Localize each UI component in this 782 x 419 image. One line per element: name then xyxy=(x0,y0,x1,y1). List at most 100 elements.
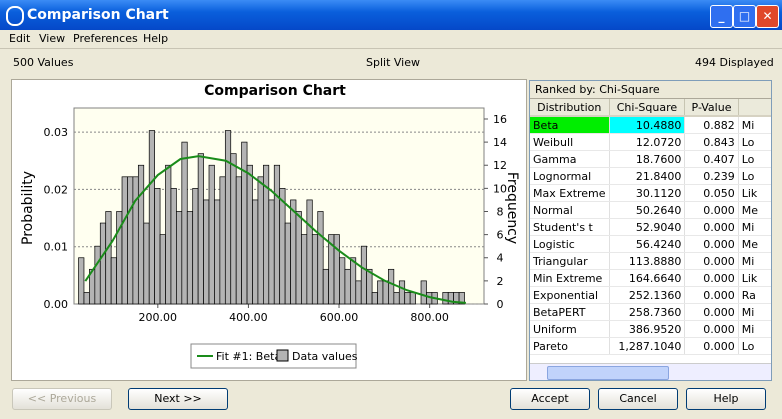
legend-label: Fit #1: Beta xyxy=(216,350,281,363)
bar xyxy=(252,199,259,305)
table-row[interactable]: Min Extreme 164.6640 0.000 Lik xyxy=(530,269,771,287)
chi-square-cell: 10.4880 xyxy=(608,116,685,134)
distribution-cell: Weibull xyxy=(530,133,610,151)
table-row[interactable]: Normal 50.2640 0.000 Me xyxy=(530,201,771,219)
distribution-cell: Logistic xyxy=(530,235,610,253)
legend xyxy=(190,343,357,369)
y2-tick-label: 2 xyxy=(497,275,504,288)
bar xyxy=(257,176,264,305)
table-row[interactable]: Weibull 12.0720 0.843 Lo xyxy=(530,133,771,151)
p-value-cell: 0.407 xyxy=(684,150,739,168)
column-header[interactable]: Chi-Square xyxy=(609,99,686,117)
parameters-cell: Lik xyxy=(737,269,771,287)
close-button[interactable]: ✕ xyxy=(756,5,779,28)
chi-square-cell: 164.6640 xyxy=(608,269,685,287)
bar xyxy=(339,257,346,305)
x-tick-label: 200.00 xyxy=(139,311,178,324)
column-header[interactable]: Distribution xyxy=(530,99,610,117)
p-value-cell: 0.050 xyxy=(684,184,739,202)
bar xyxy=(154,188,161,305)
bar xyxy=(393,292,400,305)
table-row[interactable]: Beta 10.4880 0.882 Mi xyxy=(530,116,771,134)
chi-square-cell: 18.7600 xyxy=(608,150,685,168)
bar xyxy=(350,257,357,305)
scroll-thumb[interactable] xyxy=(547,366,669,380)
parameters-cell: Lo xyxy=(737,150,771,168)
bar xyxy=(398,280,406,305)
table-row[interactable]: Exponential 252.1360 0.000 Ra xyxy=(530,286,771,304)
table-row[interactable]: Gamma 18.7600 0.407 Lo xyxy=(530,150,771,168)
chi-square-cell: 386.9520 xyxy=(608,320,685,338)
bar xyxy=(355,280,362,305)
parameters-cell: Mi xyxy=(737,116,771,134)
horizontal-scrollbar[interactable] xyxy=(530,363,771,380)
p-value-cell: 0.000 xyxy=(684,218,739,236)
p-value-cell: 0.000 xyxy=(684,303,739,321)
parameters-cell: Mi xyxy=(737,320,771,338)
p-value-cell: 0.000 xyxy=(684,269,739,287)
menu-item[interactable]: Preferences xyxy=(73,32,138,45)
distribution-cell: Pareto xyxy=(530,337,610,355)
bar xyxy=(420,280,427,305)
bar xyxy=(224,130,232,305)
bar xyxy=(105,211,112,305)
bar xyxy=(121,176,128,305)
p-value-cell: 0.000 xyxy=(684,252,739,270)
next-button[interactable]: Next >> xyxy=(128,388,228,410)
chi-square-cell: 1,287.1040 xyxy=(608,337,685,355)
table-row[interactable]: Max Extreme 30.1120 0.050 Lik xyxy=(530,184,771,202)
bar xyxy=(186,211,194,305)
bar xyxy=(148,130,155,305)
bar xyxy=(159,234,166,305)
menu-item[interactable]: Edit xyxy=(9,32,31,45)
x-tick-label: 800.00 xyxy=(410,311,449,324)
bar xyxy=(181,141,188,305)
legend-label: Data values xyxy=(292,350,358,363)
chart-panel: Comparison Chart Probability Frequency 0.00… xyxy=(11,79,527,381)
chart: Comparison Chart Probability Frequency 0.00… xyxy=(20,83,520,369)
cancel-button[interactable]: Cancel xyxy=(598,388,678,410)
bar xyxy=(192,188,199,305)
ranking-table: Distribution Chi-Square P-Value Beta 10.4880… xyxy=(530,99,771,355)
distribution-cell: Max Extreme xyxy=(530,184,610,202)
minimize-button[interactable]: _ xyxy=(710,5,733,28)
p-value-cell: 0.000 xyxy=(684,320,739,338)
accept-button[interactable]: Accept xyxy=(510,388,590,410)
bar xyxy=(176,211,183,305)
table-row[interactable]: Lognormal 21.8400 0.239 Lo xyxy=(530,167,771,185)
table-row[interactable]: Triangular 113.8880 0.000 Mi xyxy=(530,252,771,270)
y-tick-label: 0.03 xyxy=(44,126,69,139)
menu-item[interactable]: Help xyxy=(143,32,169,45)
bar xyxy=(110,257,117,305)
chi-square-cell: 113.8880 xyxy=(608,252,685,270)
y2-tick-label: 14 xyxy=(493,136,507,149)
separator xyxy=(0,48,782,49)
table-row[interactable]: Uniform 386.9520 0.000 Mi xyxy=(530,320,771,338)
maximize-button[interactable]: □ xyxy=(733,5,756,28)
p-value-cell: 0.000 xyxy=(684,201,739,219)
bar xyxy=(83,292,90,305)
bar xyxy=(311,234,319,305)
table-row[interactable]: Student's t 52.9040 0.000 Mi xyxy=(530,218,771,236)
y2-tick-label: 16 xyxy=(493,113,507,126)
bar xyxy=(268,199,275,305)
column-header[interactable] xyxy=(738,99,771,117)
column-header[interactable]: P-Value xyxy=(684,99,739,117)
menu-item[interactable]: View xyxy=(39,32,66,45)
table-row[interactable]: Logistic 56.4240 0.000 Me xyxy=(530,235,771,253)
parameters-cell: Mi xyxy=(737,252,771,270)
table-row[interactable]: Pareto 1,287.1040 0.000 Lo xyxy=(530,337,771,355)
status-center: Split View xyxy=(366,56,420,69)
bar xyxy=(388,268,395,305)
y2-tick-label: 8 xyxy=(497,205,504,218)
legend-swatch xyxy=(276,349,289,362)
bar xyxy=(203,199,210,305)
help-button[interactable]: Help xyxy=(686,388,766,410)
y2-tick-label: 12 xyxy=(493,159,507,172)
chi-square-cell: 56.4240 xyxy=(608,235,685,253)
table-row[interactable]: BetaPERT 258.7360 0.000 Mi xyxy=(530,303,771,321)
header-row: Distribution Chi-Square P-Value xyxy=(530,99,771,117)
y-axis-label: Probability xyxy=(20,171,36,245)
bar xyxy=(235,176,242,305)
